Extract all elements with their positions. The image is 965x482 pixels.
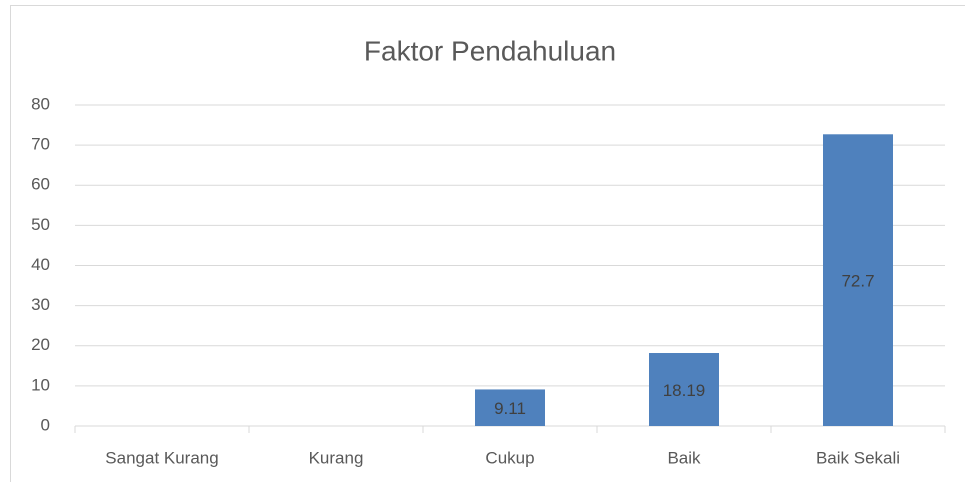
x-tick-label: Kurang — [309, 448, 364, 467]
data-label: 18.19 — [663, 381, 706, 400]
bar — [823, 134, 893, 426]
x-tick-label: Cukup — [485, 448, 534, 467]
y-tick-label: 0 — [41, 415, 50, 434]
y-tick-label: 80 — [31, 94, 50, 113]
x-tick-label: Baik — [667, 448, 701, 467]
chart-title: Faktor Pendahuluan — [364, 35, 616, 66]
x-tick-label: Sangat Kurang — [105, 448, 218, 467]
y-tick-label: 10 — [31, 375, 50, 394]
y-tick-label: 30 — [31, 295, 50, 314]
y-tick-label: 60 — [31, 175, 50, 194]
data-label: 9.11 — [494, 399, 526, 418]
bar — [649, 353, 719, 426]
x-tick-label: Baik Sekali — [816, 448, 900, 467]
y-tick-label: 70 — [31, 135, 50, 154]
y-tick-label: 40 — [31, 255, 50, 274]
y-tick-label: 50 — [31, 215, 50, 234]
bar — [475, 389, 545, 426]
y-tick-label: 20 — [31, 335, 50, 354]
data-label: 72.7 — [841, 272, 874, 291]
